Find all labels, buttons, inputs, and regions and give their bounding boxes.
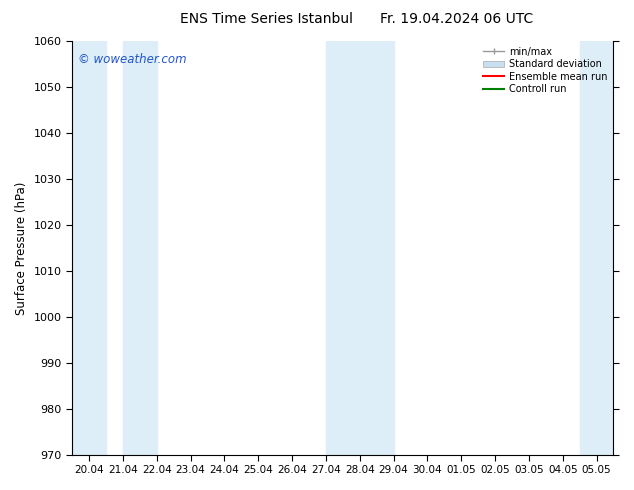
Bar <box>123 41 157 455</box>
Text: Fr. 19.04.2024 06 UTC: Fr. 19.04.2024 06 UTC <box>380 12 533 26</box>
Legend: min/max, Standard deviation, Ensemble mean run, Controll run: min/max, Standard deviation, Ensemble me… <box>479 43 612 98</box>
Y-axis label: Surface Pressure (hPa): Surface Pressure (hPa) <box>15 181 28 315</box>
Bar <box>72 41 106 455</box>
Bar <box>579 41 614 455</box>
Text: © woweather.com: © woweather.com <box>77 53 186 67</box>
Text: ENS Time Series Istanbul: ENS Time Series Istanbul <box>180 12 353 26</box>
Bar <box>326 41 394 455</box>
